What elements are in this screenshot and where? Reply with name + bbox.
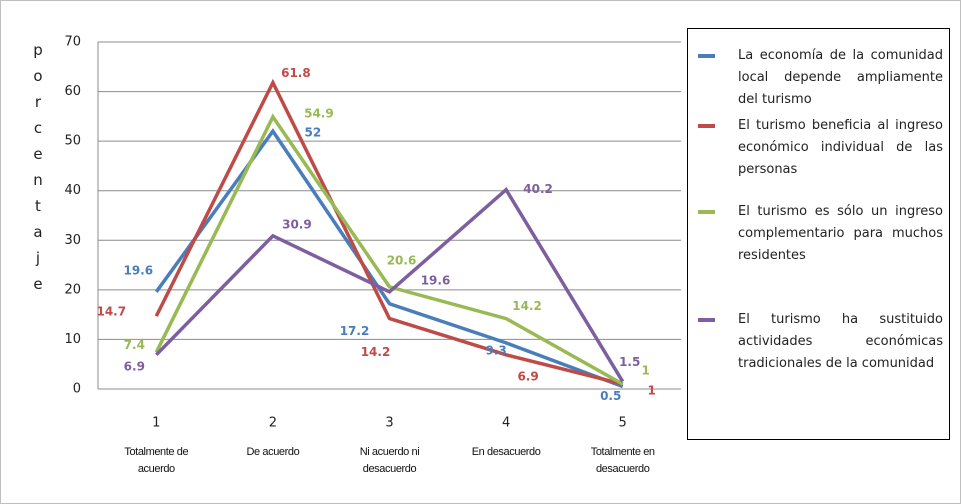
y-axis-label: porcentaje	[29, 41, 47, 301]
category-description: Ni acuerdo ni desacuerdo	[359, 446, 420, 475]
y-tick-label: 70	[64, 35, 81, 50]
data-label: 61.8	[281, 66, 311, 80]
data-label: 40.2	[523, 182, 553, 196]
legend-swatch	[698, 124, 715, 128]
category-description: De acuerdo	[246, 446, 300, 458]
data-label: 1	[642, 364, 650, 378]
data-label: 6.9	[517, 369, 538, 383]
legend-label: El turismo beneficia al ingreso económic…	[738, 118, 943, 177]
y-tick-label: 0	[73, 382, 81, 397]
legend-swatch	[698, 210, 715, 214]
x-tick-label: 4	[502, 416, 510, 431]
data-label: 9.3	[485, 343, 506, 357]
series-line	[154, 128, 624, 389]
series-line	[154, 113, 624, 386]
y-tick-label: 40	[64, 183, 81, 198]
y-tick-label: 60	[64, 84, 81, 99]
data-label: 17.2	[340, 324, 370, 338]
x-tick-label: 3	[385, 416, 393, 431]
x-tick-label: 5	[619, 416, 627, 431]
data-label: 7.4	[124, 338, 145, 352]
y-tick-label: 50	[64, 134, 81, 149]
y-tick-label: 30	[64, 233, 81, 248]
series-line	[154, 78, 624, 386]
series-line	[155, 187, 625, 383]
x-tick-label: 1	[152, 416, 160, 431]
data-label: 19.6	[123, 263, 153, 277]
category-description: En desacuerdo	[471, 446, 541, 458]
legend-swatch	[698, 54, 715, 58]
data-label: 54.9	[304, 106, 334, 120]
data-label: 20.6	[387, 253, 417, 267]
category-description: Totalmente de acuerdo	[124, 446, 189, 475]
legend-label: El turismo es sólo un ingreso complement…	[738, 204, 943, 263]
y-tick-label: 20	[64, 282, 81, 297]
data-label: 14.7	[96, 305, 126, 319]
legend: La economía de la comunidad local depend…	[687, 28, 950, 440]
data-label: 30.9	[282, 217, 312, 231]
data-label: 19.6	[421, 273, 451, 287]
x-tick-label: 2	[269, 416, 277, 431]
data-label: 14.2	[361, 345, 391, 359]
legend-label: El turismo ha sustituido actividades eco…	[738, 312, 943, 371]
data-label: 1	[648, 384, 656, 398]
legend-label: La economía de la comunidad local depend…	[738, 48, 943, 107]
data-label: 1.5	[619, 355, 640, 369]
data-label: 14.2	[512, 299, 542, 313]
y-tick-label: 10	[64, 332, 81, 347]
data-label: 52	[305, 126, 322, 140]
data-label: 0.5	[600, 389, 621, 403]
data-label: 6.9	[124, 359, 145, 373]
legend-swatch	[698, 318, 715, 322]
category-description: Totalmente en desacuerdo	[590, 446, 655, 475]
